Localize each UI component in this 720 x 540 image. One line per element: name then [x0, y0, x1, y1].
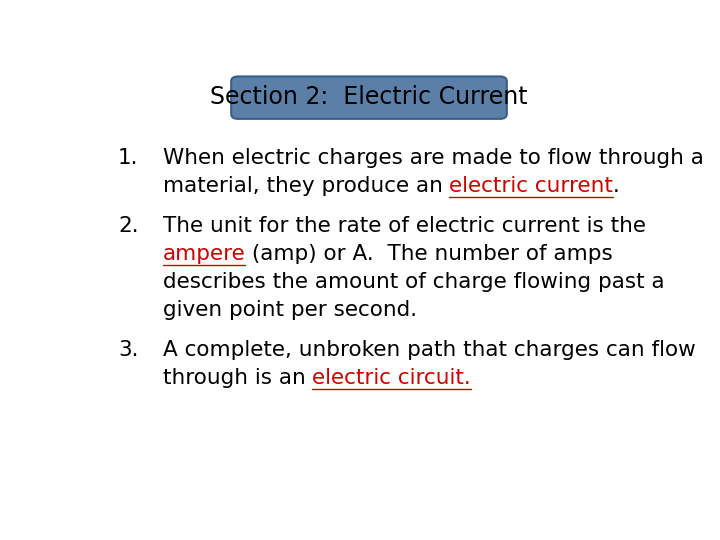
Text: electric circuit.: electric circuit. [312, 368, 471, 388]
FancyBboxPatch shape [231, 77, 507, 119]
Text: A complete, unbroken path that charges can flow: A complete, unbroken path that charges c… [163, 340, 696, 360]
Text: electric current: electric current [449, 176, 613, 196]
Text: (amp) or A.  The number of amps: (amp) or A. The number of amps [246, 244, 613, 264]
Text: material, they produce an: material, they produce an [163, 176, 449, 196]
Text: ampere: ampere [163, 244, 246, 264]
Text: 3.: 3. [118, 340, 138, 360]
Text: 1.: 1. [118, 148, 138, 168]
Text: through is an: through is an [163, 368, 312, 388]
Text: describes the amount of charge flowing past a: describes the amount of charge flowing p… [163, 272, 664, 292]
Text: given point per second.: given point per second. [163, 300, 417, 320]
Text: 2.: 2. [118, 216, 138, 236]
Text: Section 2:  Electric Current: Section 2: Electric Current [210, 85, 528, 109]
Text: The unit for the rate of electric current is the: The unit for the rate of electric curren… [163, 216, 646, 236]
Text: When electric charges are made to flow through a: When electric charges are made to flow t… [163, 148, 703, 168]
Text: .: . [613, 176, 620, 196]
